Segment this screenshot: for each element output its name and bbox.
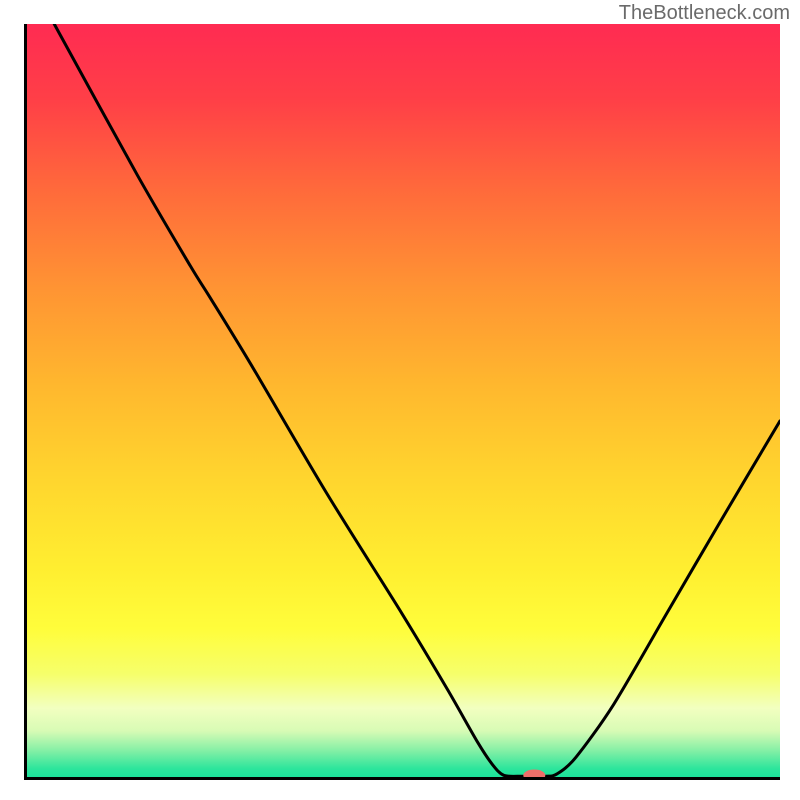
chart-frame: TheBottleneck.com [0, 0, 800, 800]
gradient-background [24, 24, 780, 780]
plot-area [24, 24, 780, 780]
chart-svg [24, 24, 780, 780]
attribution-text: TheBottleneck.com [619, 2, 790, 25]
